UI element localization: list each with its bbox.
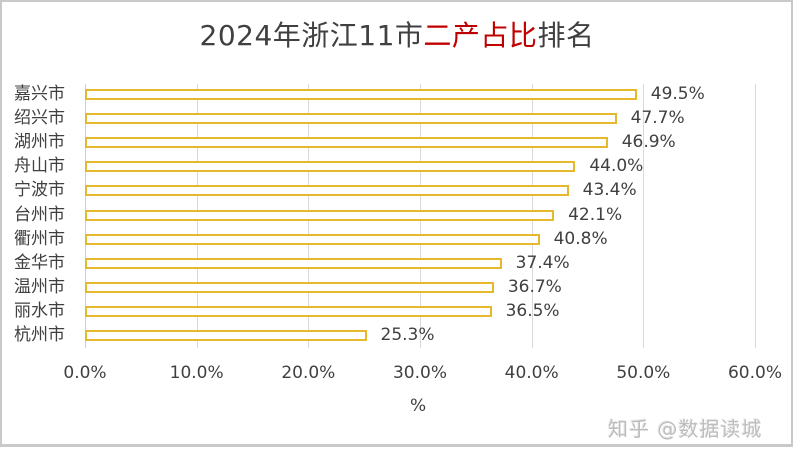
data-label: 46.9%	[621, 132, 676, 153]
bar	[85, 89, 637, 100]
bar	[85, 209, 555, 221]
gridline	[755, 84, 756, 348]
bar	[85, 330, 367, 341]
category-label: 台州市	[14, 204, 65, 225]
bar	[85, 281, 494, 293]
data-label: 43.4%	[582, 180, 637, 201]
bar	[85, 137, 608, 149]
title-part-3: 排名	[537, 19, 595, 52]
category-label: 温州市	[14, 276, 65, 297]
category-label: 舟山市	[14, 156, 65, 177]
category-label: 衢州市	[14, 228, 65, 249]
bar	[85, 305, 492, 317]
data-label: 37.4%	[515, 252, 570, 273]
chart-title: 2024年浙江11市二产占比排名	[0, 14, 794, 54]
category-label: 嘉兴市	[14, 84, 65, 104]
x-tick-label: 0.0%	[63, 363, 107, 383]
category-label: 绍兴市	[14, 108, 65, 129]
data-label: 42.1%	[568, 204, 623, 225]
chart-frame	[0, 0, 793, 447]
title-highlight: 二产占比	[423, 19, 538, 52]
category-label: 丽水市	[14, 300, 65, 321]
x-tick-label: 30.0%	[392, 363, 447, 383]
bar	[85, 185, 569, 197]
data-label: 36.7%	[507, 276, 562, 297]
bar	[85, 113, 617, 125]
gridline	[643, 84, 645, 348]
data-label: 25.3%	[380, 325, 435, 345]
category-label: 杭州市	[14, 325, 65, 345]
data-label: 40.8%	[553, 228, 608, 249]
x-tick-label: 20.0%	[281, 363, 336, 383]
data-label: 47.7%	[630, 108, 685, 129]
title-part-1: 2024年浙江11市	[199, 19, 424, 52]
bar	[85, 161, 576, 173]
category-label: 金华市	[14, 252, 65, 273]
data-label: 49.5%	[650, 84, 705, 104]
x-axis-label: %	[410, 396, 427, 416]
data-label: 44.0%	[589, 156, 644, 177]
watermark: 知乎 @数据读城	[608, 417, 763, 441]
category-label: 湖州市	[14, 132, 65, 153]
x-tick-label: 10.0%	[169, 363, 224, 383]
category-label: 宁波市	[14, 180, 65, 201]
x-tick-label: 50.0%	[616, 363, 671, 383]
x-tick-label: 40.0%	[504, 363, 559, 383]
data-label: 36.5%	[505, 300, 560, 321]
bar	[85, 257, 502, 269]
bar	[85, 233, 540, 245]
x-tick-label: 60.0%	[727, 363, 782, 383]
